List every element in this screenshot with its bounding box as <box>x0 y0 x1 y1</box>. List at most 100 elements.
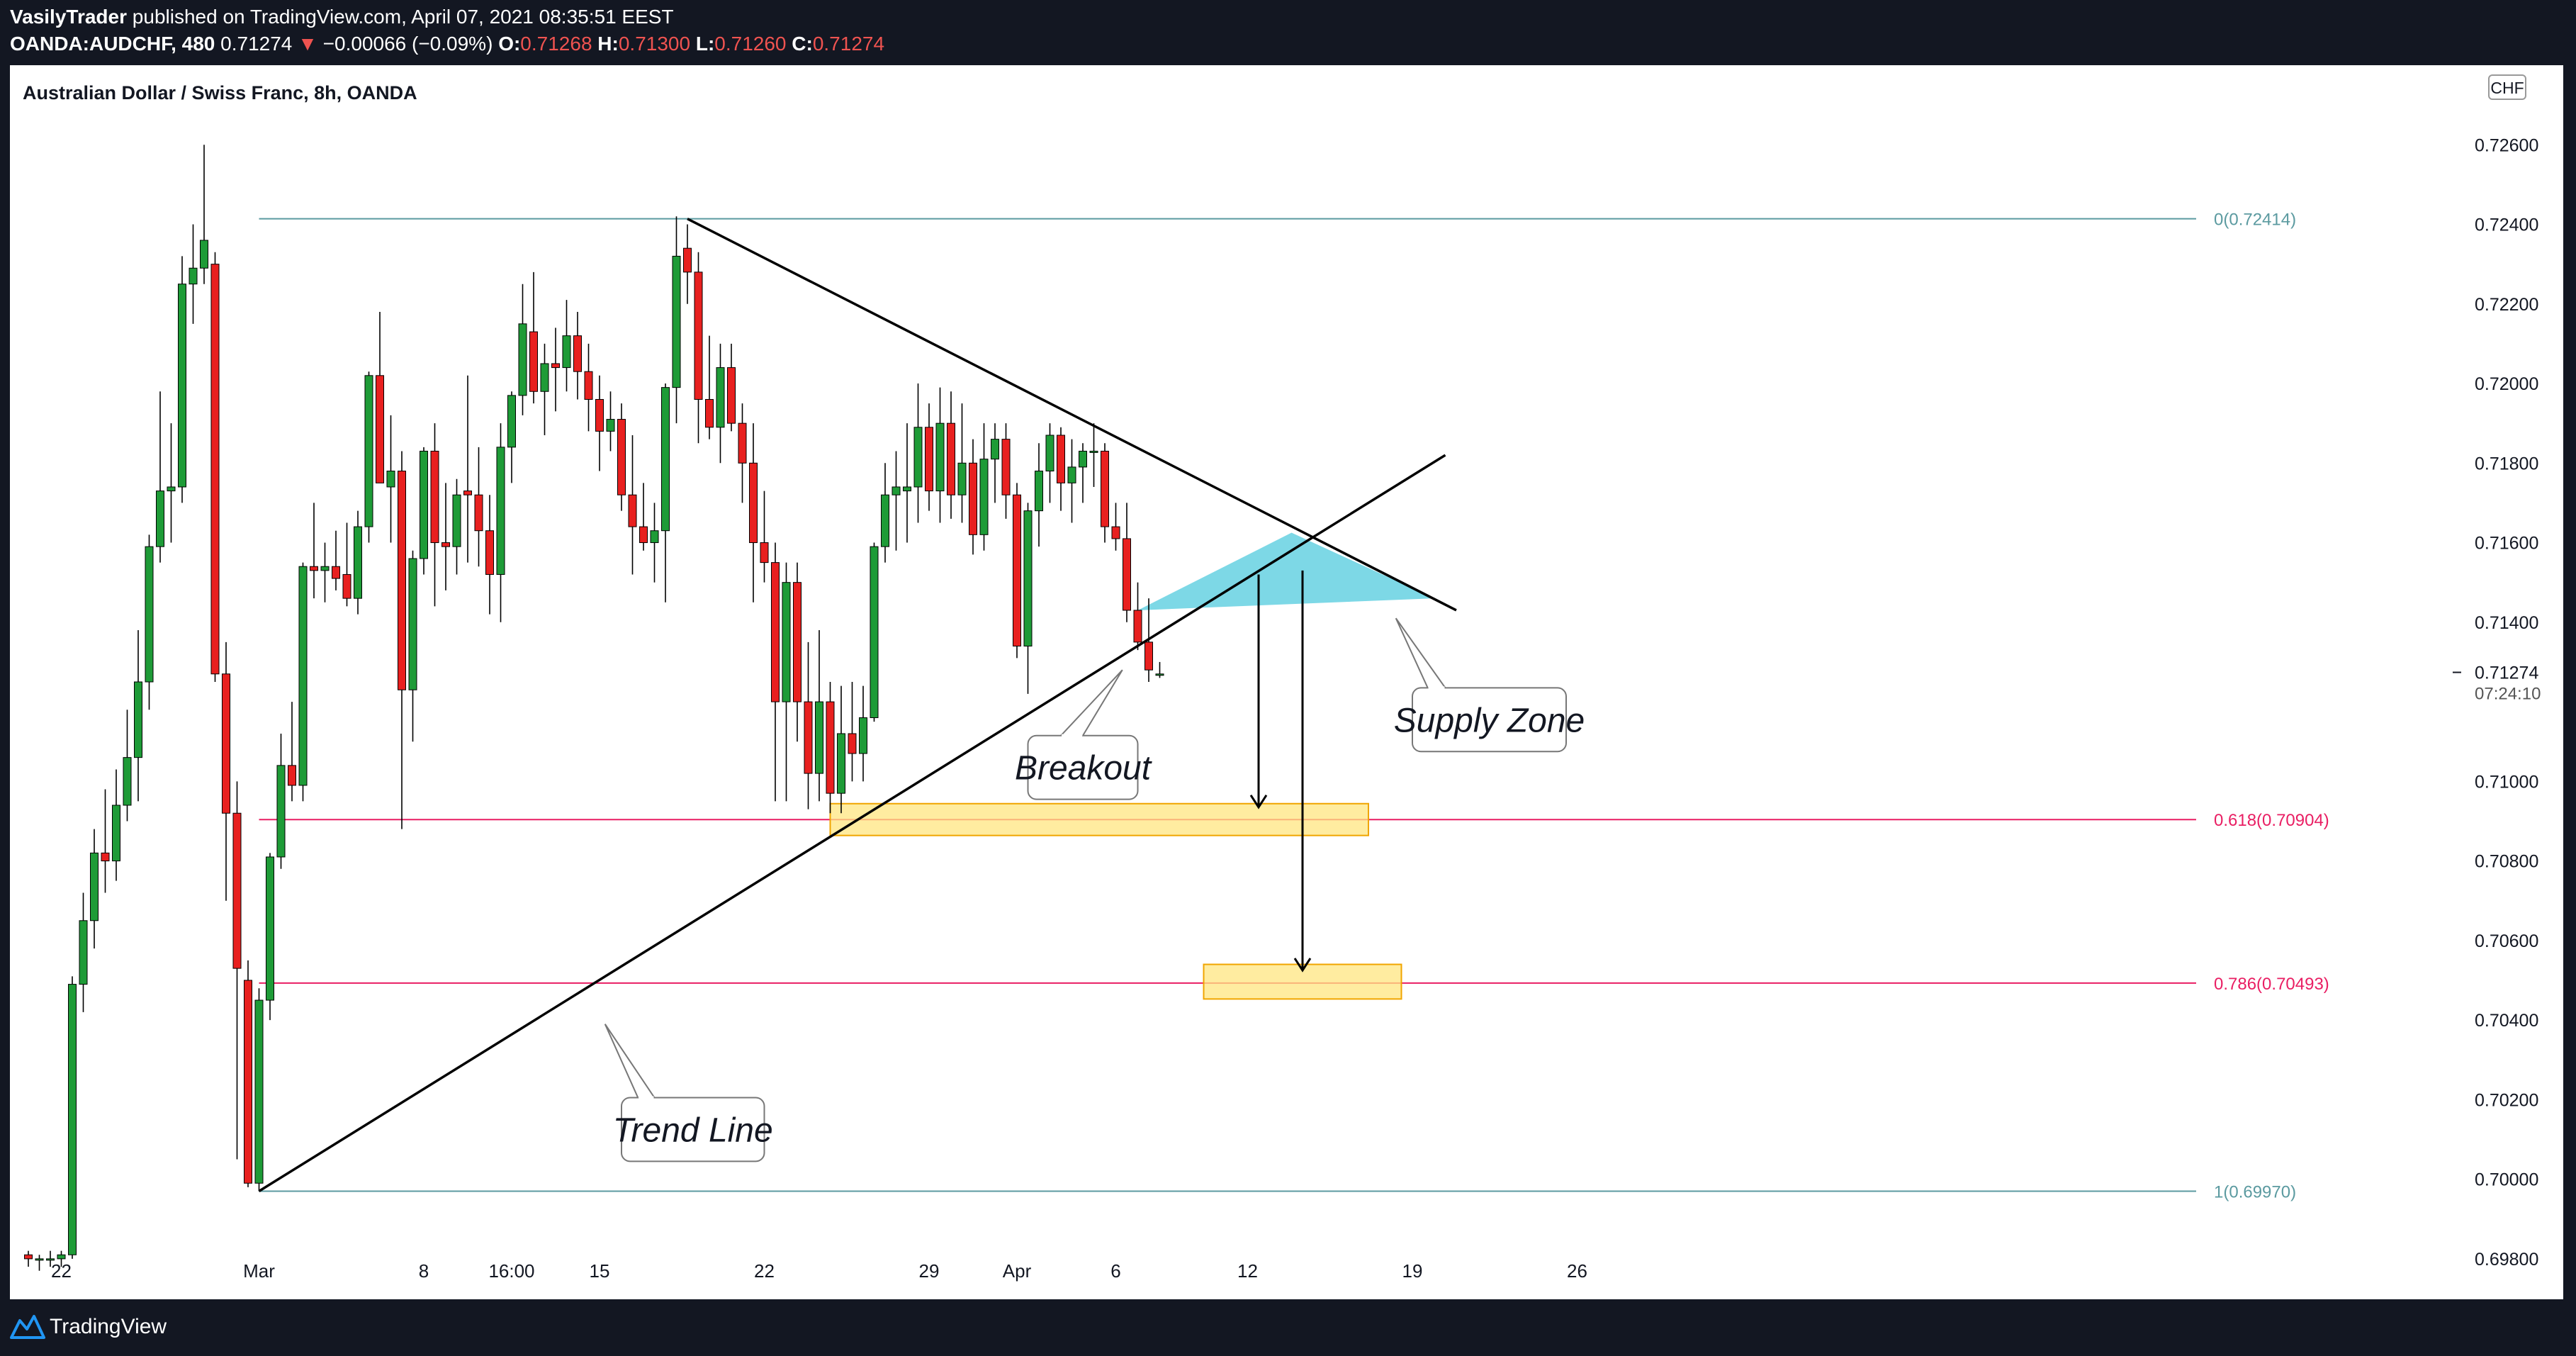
candle-body <box>947 422 955 495</box>
candle-body <box>342 573 351 599</box>
candle-body <box>266 856 274 1001</box>
candle-body <box>1133 610 1142 643</box>
candle-body <box>200 240 208 269</box>
chart-area[interactable]: Australian Dollar / Swiss Franc, 8h, OAN… <box>10 65 2563 1299</box>
candle-body <box>232 812 242 969</box>
candle-body <box>1013 494 1021 646</box>
arrow-head-icon <box>1293 958 1312 973</box>
candle-body <box>507 395 516 448</box>
candle-body <box>101 852 110 862</box>
callout-pointer <box>1395 617 1446 688</box>
candle-body <box>178 284 186 488</box>
candle-body <box>1057 435 1065 483</box>
close-value: 0.71274 <box>812 33 885 55</box>
candle-body <box>1089 450 1098 453</box>
candle-body <box>716 367 725 428</box>
candle-body <box>760 542 769 564</box>
candle-body <box>210 264 220 675</box>
x-tick-label: 19 <box>1402 1260 1423 1282</box>
candle-body <box>584 371 593 400</box>
candle-body <box>1035 471 1043 512</box>
candle-body <box>518 323 527 396</box>
candle-body <box>793 582 802 702</box>
y-tick-label: 0.71000 <box>2475 772 2538 792</box>
x-tick-label: Mar <box>243 1260 275 1282</box>
candle-body <box>859 717 867 754</box>
candle-body <box>310 566 318 571</box>
high-value: 0.71300 <box>618 33 691 55</box>
candle-body <box>881 494 889 547</box>
candle-body <box>551 363 560 369</box>
candle-body <box>112 805 120 862</box>
x-tick-label: 22 <box>754 1260 775 1282</box>
candle-body <box>288 765 296 786</box>
publish-text: published on TradingView.com, April 07, … <box>132 6 674 28</box>
candle-body <box>837 733 845 794</box>
candle-body <box>628 494 637 527</box>
x-tick-label: 12 <box>1237 1260 1258 1282</box>
x-tick-label: 22 <box>51 1260 72 1282</box>
candle-body <box>1067 466 1076 483</box>
author-name[interactable]: VasilyTrader <box>10 6 128 28</box>
high-label: H: <box>597 33 619 55</box>
candles <box>24 145 1164 1271</box>
currency-badge: CHF <box>2488 74 2526 100</box>
candle-body <box>771 562 780 702</box>
candle-body <box>957 462 967 495</box>
candle-body <box>1155 673 1164 676</box>
candle-body <box>979 459 989 535</box>
trendline-ascending <box>258 454 1446 1192</box>
y-tick-label: 0.70400 <box>2475 1011 2538 1031</box>
candle-body <box>925 427 933 492</box>
footer: TradingView <box>0 1299 2576 1356</box>
time-axis[interactable]: 22 Mar 8 16:00 15 22 29 Apr 6 12 19 26 <box>51 1260 1587 1282</box>
candle-body <box>1111 526 1120 539</box>
publish-info: VasilyTrader published on TradingView.co… <box>10 6 674 28</box>
tradingview-logo-icon[interactable] <box>10 1313 45 1339</box>
chart-title: Australian Dollar / Swiss Franc, 8h, OAN… <box>23 82 417 103</box>
fib-label: 0(0.72414) <box>2214 211 2296 230</box>
callout: Supply Zone <box>1394 617 1585 753</box>
candle-body <box>485 530 494 575</box>
candle-body <box>705 398 714 428</box>
candle-body <box>68 984 77 1255</box>
brand-name[interactable]: TradingView <box>50 1315 167 1338</box>
candle-body <box>320 566 330 571</box>
callout: Trend Line <box>604 1024 773 1162</box>
y-tick-label: 0.72600 <box>2475 135 2538 155</box>
low-value: 0.71260 <box>714 33 787 55</box>
candle-body <box>420 450 428 559</box>
candlestick-chart[interactable]: Australian Dollar / Swiss Franc, 8h, OAN… <box>10 65 2563 1299</box>
candle-body <box>452 494 461 547</box>
candle-body <box>496 447 505 575</box>
candle-body <box>244 980 252 1184</box>
currency-badge-box <box>2488 74 2526 100</box>
x-tick-label: 16:00 <box>488 1260 534 1282</box>
candle-body <box>1123 538 1131 611</box>
candle-body <box>441 542 450 547</box>
chart-header: VasilyTrader published on TradingView.co… <box>0 0 2576 65</box>
candle-body <box>463 491 472 495</box>
candle-body <box>1079 450 1087 468</box>
callout-text: Trend Line <box>613 1111 773 1149</box>
open-value: 0.71268 <box>520 33 592 55</box>
candle-body <box>595 398 604 432</box>
y-tick-label: 0.71400 <box>2475 613 2538 633</box>
candle-body <box>123 757 132 806</box>
y-tick-label: 0.71600 <box>2475 534 2538 554</box>
y-tick-label: 0.70200 <box>2475 1090 2538 1110</box>
price-axis[interactable]: 0.72600 0.72400 0.72200 0.72000 0.71800 0.716… <box>2453 74 2541 1270</box>
candle-body <box>892 486 901 495</box>
candle-body <box>354 526 362 599</box>
candle-body <box>727 367 736 424</box>
last-price-label: 0.71274 <box>2475 663 2538 683</box>
y-tick-label: 0.72200 <box>2475 295 2538 315</box>
candle-body <box>254 999 264 1184</box>
candle-body <box>430 450 439 544</box>
candle-body <box>639 526 648 544</box>
x-tick-label: 8 <box>419 1260 429 1282</box>
y-tick-label: 0.72400 <box>2475 215 2538 235</box>
candle-body <box>562 335 571 369</box>
candle-body <box>189 267 198 285</box>
callout-box <box>621 1097 765 1162</box>
